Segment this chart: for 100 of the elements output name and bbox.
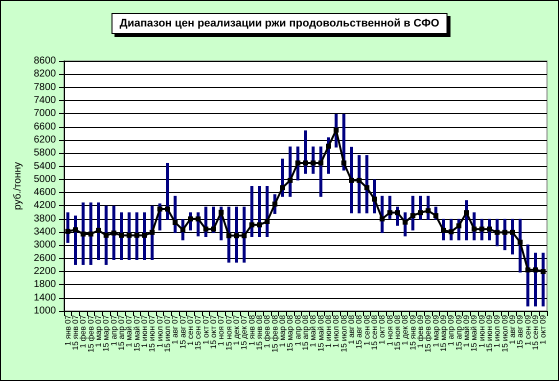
- x-tick-label: 15 мар 08: [286, 314, 295, 352]
- x-tick-label: 15 сен 09: [531, 314, 540, 350]
- x-tick-label: 15 янв 09: [408, 314, 418, 350]
- bar: [350, 146, 353, 214]
- x-tick-label: 15 фев 09: [424, 314, 433, 353]
- y-tick-label: 5800: [34, 148, 56, 159]
- x-tick-label: 1 июл 09: [492, 314, 502, 348]
- x-tick-label: 1 апр 08: [293, 314, 302, 346]
- x-tick-label: 1 июн 09: [477, 314, 486, 348]
- y-tick-label: 4200: [34, 200, 56, 212]
- x-tick-label: 1 сен 08: [362, 314, 372, 346]
- y-tick-label: 3000: [34, 240, 56, 251]
- x-tick-label: 15 ноя 07: [224, 314, 234, 350]
- y-tick-label: 8200: [34, 68, 56, 80]
- x-tick-label: 15 ноя 08: [393, 314, 402, 350]
- y-axis-title: руб./тонну: [12, 162, 24, 210]
- bar: [74, 216, 77, 265]
- x-tick-label: 1 янв 08: [247, 314, 256, 346]
- bar: [166, 162, 169, 220]
- x-tick-label: 1 авг 08: [347, 314, 356, 344]
- x-tick-label: 1 фев 07: [78, 314, 88, 348]
- x-tick-label: 1 апр 09: [446, 314, 456, 346]
- y-tick-label: 2600: [34, 252, 56, 264]
- x-tick-label: 1 авг 07: [170, 314, 180, 344]
- x-tick-label: 15 июл 08: [339, 314, 348, 352]
- x-tick-label: 1 окт 07: [201, 314, 210, 344]
- bar: [365, 155, 368, 214]
- x-tick-label: 1 авг 09: [508, 314, 517, 344]
- x-tick-label: 15 сен 08: [370, 314, 379, 350]
- x-tick-label: 15 авг 07: [178, 314, 188, 349]
- x-tick-label: 1 май 07: [124, 314, 134, 348]
- bar: [258, 186, 261, 237]
- x-tick-label: 15 янв 07: [71, 314, 80, 350]
- y-tick-label: 1400: [34, 292, 56, 304]
- y-tick-label: 3800: [34, 213, 56, 224]
- x-tick-label: 1 дек 07: [232, 314, 241, 346]
- x-tick-label: 1 июл 08: [332, 314, 341, 348]
- x-tick-label: 1 ноя 07: [216, 314, 226, 346]
- y-tick-label: 2200: [34, 266, 56, 278]
- x-tick-label: 1 дек 08: [400, 314, 410, 346]
- x-tick-label: 1 июн 07: [140, 314, 149, 348]
- x-tick-label: 15 мар 07: [102, 314, 111, 352]
- x-tick-label: 1 июл 07: [155, 314, 164, 348]
- x-tick-label: 15 апр 07: [117, 314, 126, 350]
- bar: [250, 186, 254, 237]
- bar: [89, 202, 92, 265]
- y-tick-label: 6600: [34, 121, 56, 132]
- y-tick-label: 7800: [34, 82, 56, 93]
- bar: [358, 155, 361, 214]
- x-tick-label: 15 окт 07: [209, 314, 218, 349]
- x-tick-label: 15 сен 07: [194, 314, 203, 350]
- x-tick-label: 1 ноя 08: [385, 314, 394, 346]
- x-tick-label: 1 янв 07: [63, 314, 72, 346]
- x-tick-label: 15 июн 07: [148, 314, 157, 352]
- y-tick-label: 4600: [34, 187, 56, 198]
- bar: [242, 206, 246, 263]
- x-tick-label: 1 фев 09: [416, 314, 425, 348]
- x-tick-label: 15 июн 09: [485, 314, 494, 352]
- x-tick-label: 1 май 08: [308, 314, 318, 348]
- x-tick-label: 15 май 08: [316, 314, 326, 352]
- x-tick-label: 1 окт 08: [378, 314, 387, 344]
- x-tick-label: 1 сен 09: [523, 314, 532, 346]
- x-tick-label: 1 апр 07: [109, 314, 118, 346]
- x-tick-label: 15 авг 08: [354, 314, 364, 349]
- x-tick-label: 1 фев 08: [262, 314, 272, 348]
- bar: [235, 206, 238, 263]
- x-tick-label: 15 янв 08: [255, 314, 264, 350]
- bar: [534, 252, 537, 306]
- x-tick-label: 15 июл 09: [500, 314, 510, 352]
- y-tick-label: 5000: [34, 174, 56, 185]
- x-tick-label: 1 окт 09: [538, 314, 548, 344]
- x-tick-label: 15 фев 07: [86, 314, 96, 353]
- x-tick-label: 1 мар 09: [431, 314, 440, 348]
- x-tick-label: 1 мар 08: [278, 314, 287, 348]
- x-tick-label: 15 апр 09: [454, 314, 464, 350]
- x-tick-label: 15 дек 07: [240, 314, 249, 350]
- x-tick-label: 15 июл 07: [163, 314, 172, 352]
- y-tick-label: 7000: [34, 108, 56, 120]
- bar: [97, 202, 100, 260]
- x-tick-label: 15 фев 08: [270, 314, 280, 353]
- y-tick-label: 8600: [34, 56, 56, 66]
- x-tick-label: 15 май 09: [470, 314, 479, 352]
- x-tick-label: 1 сен 07: [186, 314, 195, 346]
- x-tick-label: 15 май 07: [132, 314, 142, 352]
- y-tick-label: 7400: [34, 94, 56, 106]
- x-tick-label: 1 июн 08: [324, 314, 333, 348]
- x-tick-label: 15 апр 08: [301, 314, 310, 350]
- chart-title: Диапазон цен реализации ржи продовольственной в СФО: [120, 18, 440, 30]
- x-tick-label: 15 авг 09: [516, 314, 525, 349]
- bar: [82, 202, 85, 265]
- y-tick-label: 5400: [34, 160, 56, 172]
- x-tick-label: 1 мар 07: [94, 314, 103, 348]
- bar: [112, 206, 116, 260]
- x-tick-label: 15 мар 09: [439, 314, 448, 352]
- bar: [542, 252, 545, 306]
- y-tick-label: 3400: [34, 226, 56, 238]
- x-tick-label: 1 май 09: [462, 314, 471, 348]
- y-tick-label: 1800: [34, 279, 56, 290]
- y-tick-label: 6200: [34, 134, 56, 146]
- y-tick-label: 1000: [34, 306, 56, 316]
